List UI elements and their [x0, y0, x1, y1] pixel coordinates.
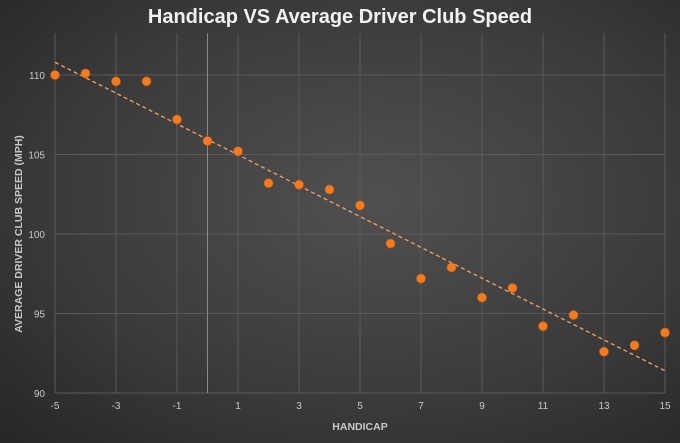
- x-tick-label: 7: [418, 401, 424, 412]
- data-point: [141, 76, 152, 87]
- data-point: [324, 184, 335, 195]
- x-tick-label: 13: [598, 401, 610, 412]
- y-axis-label: AVERAGE DRIVER CLUB SPEED (MPH): [13, 135, 25, 333]
- x-tick-label: 5: [357, 401, 363, 412]
- y-tick-label: 110: [29, 71, 45, 82]
- y-tick-label: 90: [34, 389, 46, 400]
- data-point: [111, 76, 121, 87]
- data-point: [233, 146, 243, 157]
- x-tick-label: 1: [235, 401, 241, 412]
- data-point: [599, 346, 609, 357]
- data-point: [385, 238, 396, 249]
- x-axis-label: HANDICAP: [332, 421, 387, 433]
- data-point: [172, 114, 182, 125]
- x-tick-label: -1: [173, 401, 182, 412]
- data-point: [416, 273, 426, 284]
- y-tick-label: 95: [34, 310, 46, 321]
- data-point: [446, 262, 457, 273]
- data-point: [202, 136, 213, 146]
- trendline: [54, 61, 666, 372]
- data-point: [355, 200, 365, 211]
- data-point: [80, 68, 91, 79]
- data-point: [660, 327, 670, 338]
- data-point: [568, 310, 579, 320]
- x-tick-label: 11: [538, 401, 549, 412]
- y-tick-label: 100: [28, 230, 45, 241]
- data-point: [50, 70, 60, 80]
- x-tick-label: 3: [296, 401, 302, 412]
- x-tick-label: -3: [112, 401, 121, 412]
- x-tick-label: 15: [659, 401, 671, 412]
- x-tick-label: -5: [51, 401, 60, 412]
- data-point: [629, 340, 640, 351]
- chart-title: Handicap VS Average Driver Club Speed: [147, 6, 533, 28]
- data-point: [294, 179, 304, 190]
- data-point: [477, 292, 487, 303]
- data-point: [538, 321, 548, 332]
- y-tick-label: 105: [28, 151, 45, 162]
- x-tick-label: 9: [479, 401, 485, 412]
- data-point: [263, 178, 274, 188]
- data-point: [507, 283, 518, 293]
